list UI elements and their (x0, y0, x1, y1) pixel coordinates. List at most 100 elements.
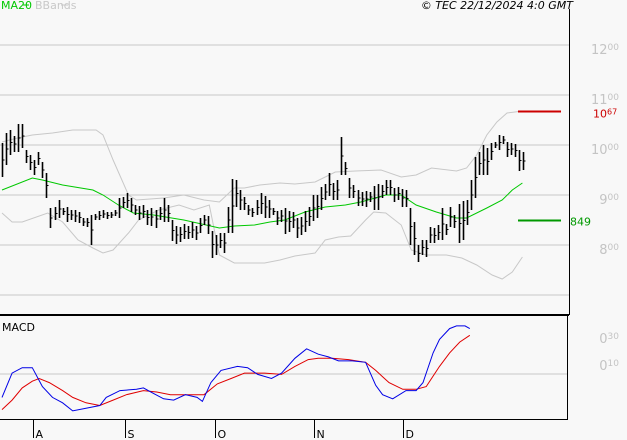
price-bar (498, 135, 502, 150)
y-tick-int: 8 (599, 243, 607, 258)
price-bar (365, 191, 369, 207)
price-bar (486, 148, 490, 175)
price-bar (445, 224, 449, 235)
price-bar (167, 205, 171, 222)
price-bar (41, 162, 45, 178)
price-bar (373, 186, 377, 210)
price-bar (203, 215, 207, 225)
price-bar (146, 210, 150, 225)
price-bar (155, 210, 159, 228)
price-bar (389, 180, 393, 195)
month-label: D (406, 428, 414, 440)
price-bar (17, 124, 21, 152)
y-tick-label: 1000 (591, 143, 619, 158)
price-bar (510, 143, 514, 155)
price-bar (385, 180, 389, 195)
price-bar (231, 179, 235, 233)
month-label: S (128, 428, 135, 440)
y-tick-dec: 00 (608, 193, 620, 203)
y-tick-label: 800 (599, 243, 619, 258)
price-bar (296, 218, 300, 238)
month-label: A (36, 428, 44, 440)
price-bar (207, 216, 211, 234)
price-bar (449, 207, 453, 227)
price-bar (49, 208, 53, 228)
price-bar (292, 212, 296, 228)
price-bars (1, 124, 526, 262)
price-bar (70, 210, 74, 220)
price-bar (320, 187, 324, 210)
macd-tick-label: 010 (599, 359, 619, 374)
price-bar (328, 173, 332, 196)
y-tick-label: 1200 (591, 43, 619, 58)
macd-tick-dec: 30 (608, 332, 620, 342)
resistance-label-part: 67 (607, 108, 617, 117)
price-bar (284, 208, 288, 234)
price-bar (227, 207, 231, 233)
price-bar (260, 193, 264, 214)
price-bar (183, 224, 187, 239)
y-tick-dec: 00 (608, 143, 620, 153)
month-label: O (218, 428, 227, 440)
price-bar (348, 178, 352, 198)
price-bar (405, 190, 409, 207)
price-bar (114, 210, 118, 216)
price-bar (5, 133, 9, 165)
price-bar (54, 207, 58, 220)
price-bar (110, 212, 114, 218)
price-bar (223, 233, 227, 253)
price-bar (466, 200, 470, 225)
price-bar (98, 211, 102, 220)
price-bar (381, 185, 385, 198)
price-bar (458, 204, 462, 243)
price-bar (9, 130, 13, 155)
price-bar (126, 193, 130, 208)
legend-ma20: MA20 (1, 0, 32, 12)
price-bar (304, 211, 308, 232)
price-bar (150, 208, 154, 226)
support-label: 849 (570, 216, 591, 229)
macd-tick-int: 0 (599, 332, 607, 347)
price-bar (441, 208, 445, 240)
price-bar (29, 155, 33, 170)
price-bar (324, 184, 328, 200)
price-bar (122, 197, 126, 208)
y-tick-int: 10 (591, 143, 608, 158)
price-bar (413, 222, 417, 255)
price-bar (300, 217, 304, 235)
price-bar (58, 200, 62, 218)
price-bar (280, 210, 284, 222)
price-bar (243, 197, 247, 210)
price-bar (506, 142, 510, 157)
price-bar (13, 136, 17, 152)
price-bar (433, 228, 437, 243)
price-bar (276, 211, 280, 225)
price-bar (401, 189, 405, 207)
y-tick-int: 11 (591, 93, 608, 108)
price-bar (251, 208, 255, 217)
price-bar (239, 190, 243, 210)
price-bar (102, 210, 106, 218)
price-bar (268, 200, 272, 218)
price-bar (247, 205, 251, 215)
price-bar (453, 215, 457, 228)
price-bar (272, 208, 276, 215)
price-bar (134, 205, 138, 215)
price-bar (312, 195, 316, 221)
price-bar (175, 226, 179, 244)
macd-tick-label: 030 (599, 332, 619, 347)
price-bar (288, 211, 292, 232)
price-bar (94, 214, 98, 220)
resistance-label-part: 10 (593, 108, 607, 121)
price-bar (369, 192, 373, 202)
price-bar (171, 220, 175, 241)
price-bar (25, 150, 29, 163)
macd-tick-int: 0 (599, 359, 607, 374)
legend-bbands: BBands (35, 0, 77, 12)
macd-line (1, 325, 471, 412)
y-tick-int: 12 (591, 43, 608, 58)
price-bar (462, 201, 466, 240)
price-bar (474, 157, 478, 198)
